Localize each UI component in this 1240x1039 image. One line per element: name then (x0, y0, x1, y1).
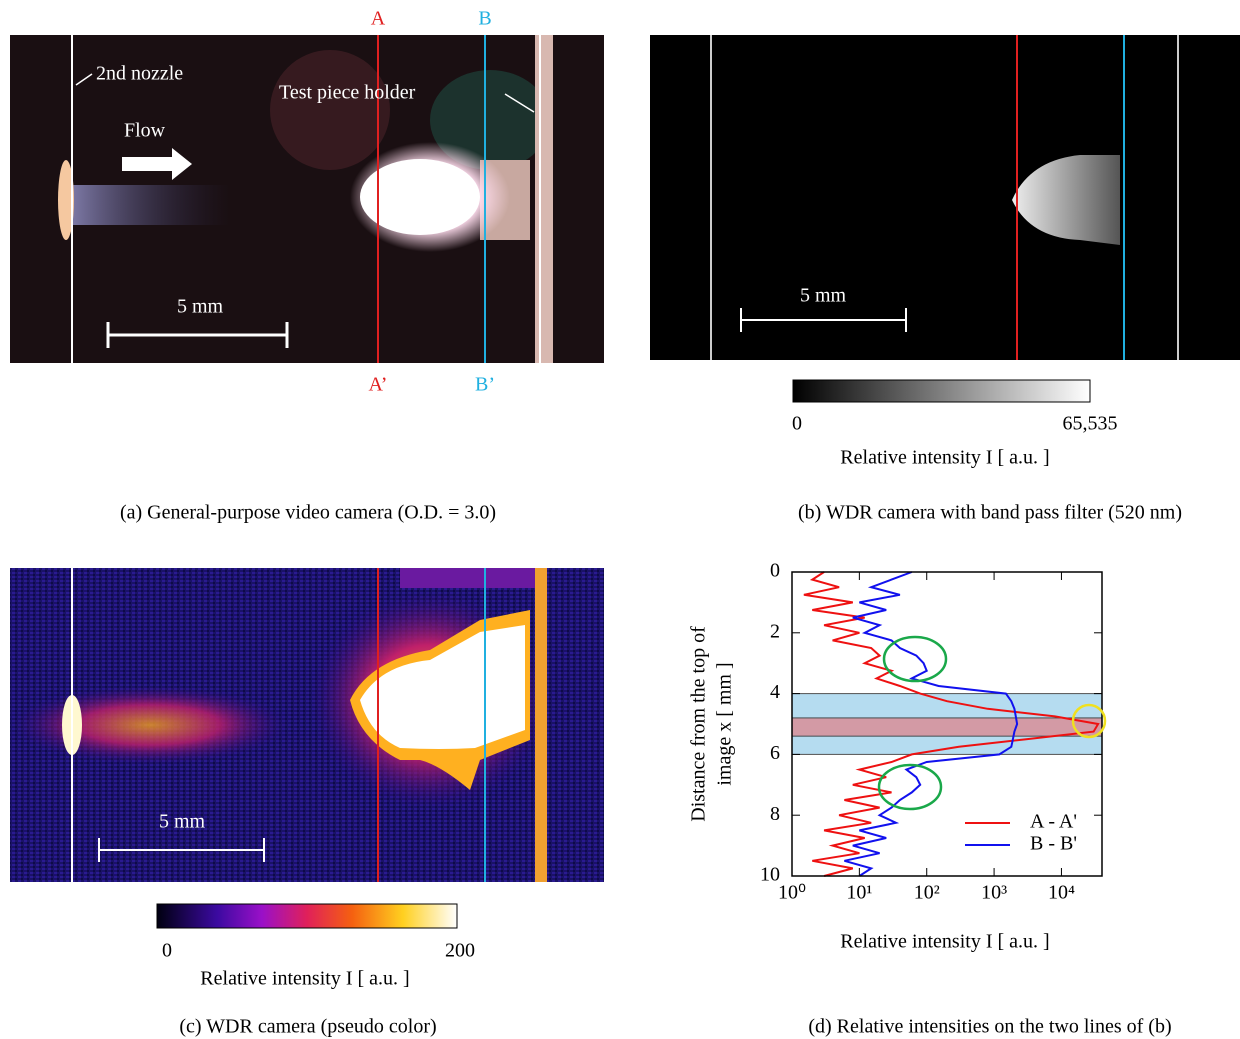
y-axis-label: image x [ mm ] (714, 662, 736, 785)
colorbar-label: 0 (792, 413, 802, 435)
colorbar-label: 200 (445, 940, 475, 962)
x-tick-label: 10⁰ (778, 882, 806, 904)
annotation: Test piece holder (279, 82, 416, 104)
x-axis-label: Relative intensity I [ a.u. ] (840, 931, 1049, 953)
colorbar (793, 380, 1090, 402)
x-tick-label: 10¹ (846, 882, 872, 904)
legend-label: B - B' (1030, 833, 1077, 855)
caption: (c) WDR camera (pseudo color) (179, 1016, 436, 1038)
caption: (a) General-purpose video camera (O.D. =… (120, 502, 496, 524)
line-label: B’ (475, 374, 495, 396)
annotation: 2nd nozzle (96, 63, 183, 85)
y-tick-label: 8 (770, 803, 780, 825)
y-tick-label: 4 (770, 681, 780, 703)
figure: A B A’ B’ 2nd nozzle Flow Test piece hol… (0, 0, 1240, 1039)
y-tick-label: 0 (770, 560, 780, 582)
y-tick-label: 10 (760, 864, 780, 886)
colorbar (157, 904, 457, 928)
colorbar-title: Relative intensity I [ a.u. ] (200, 968, 409, 990)
caption: (d) Relative intensities on the two line… (808, 1016, 1171, 1038)
annotation: Flow (124, 120, 166, 142)
y-axis-label: Distance from the top of (688, 626, 710, 822)
x-tick-label: 10⁴ (1048, 882, 1075, 904)
y-tick-label: 6 (770, 742, 780, 764)
legend-label: A - A' (1030, 811, 1077, 833)
panel-d: Relative intensity I [ a.u. ] Distance f… (688, 560, 1172, 1038)
line-label: A (371, 8, 386, 30)
panel-b: 5 mm 0 65,535 Relative intensity I [ a.u… (650, 35, 1240, 524)
photo (650, 35, 1240, 360)
scale-label: 5 mm (177, 296, 224, 318)
caption: (b) WDR camera with band pass filter (52… (798, 502, 1182, 524)
shaded-range (792, 718, 1102, 736)
colorbar-title: Relative intensity I [ a.u. ] (840, 447, 1049, 469)
colorbar-label: 65,535 (1063, 413, 1118, 435)
colorbar-label: 0 (162, 940, 172, 962)
y-tick-label: 2 (770, 620, 780, 642)
annotation-circle (884, 637, 946, 681)
line-label: A’ (369, 374, 388, 396)
x-tick-label: 10² (914, 882, 940, 904)
panel-a: A B A’ B’ 2nd nozzle Flow Test piece hol… (10, 8, 604, 524)
x-tick-label: 10³ (981, 882, 1007, 904)
scale-label: 5 mm (800, 285, 847, 307)
panel-c: 5 mm 0 200 Relative intensity I [ a.u. ]… (10, 568, 604, 1038)
line-label: B (478, 8, 491, 30)
scale-label: 5 mm (159, 811, 206, 833)
